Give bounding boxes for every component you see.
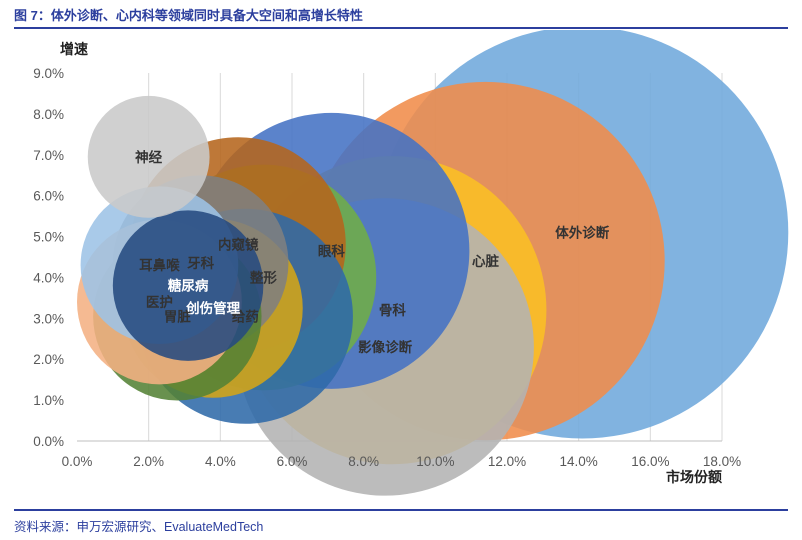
x-tick-label: 10.0% [416, 454, 454, 469]
bubble-label: 心脏 [472, 253, 499, 269]
source-note: 资料来源：申万宏源研究、EvaluateMedTech [14, 520, 264, 534]
bubble [87, 95, 210, 218]
bubble [112, 210, 264, 361]
bubble-label: 牙科 [187, 255, 214, 271]
y-tick-label: 4.0% [33, 270, 64, 285]
bubble-chart: 体外诊断心脏影像诊断骨科眼科整形内窥镜给药创伤管理牙科胃脏糖尿病耳鼻喉医护神经 … [33, 30, 789, 496]
bubble-label: 给药 [232, 308, 259, 324]
y-tick-label: 0.0% [33, 434, 64, 449]
bubble-label: 胃脏 [164, 308, 191, 324]
y-tick-label: 1.0% [33, 393, 64, 408]
y-tick-label: 5.0% [33, 230, 64, 245]
y-tick-label: 2.0% [33, 352, 64, 367]
bubble-label: 骨科 [379, 302, 406, 318]
x-tick-label: 2.0% [133, 454, 164, 469]
bubble-label: 神经 [135, 149, 162, 165]
y-tick-label: 8.0% [33, 107, 64, 122]
y-tick-label: 7.0% [33, 148, 64, 163]
bubble-label: 创伤管理 [185, 300, 240, 316]
bottom-rule [14, 509, 788, 511]
figure-title: 图 7：体外诊断、心内科等领域同时具备大空间和高增长特性 [14, 8, 363, 23]
x-tick-label: 18.0% [703, 454, 741, 469]
x-tick-label: 6.0% [277, 454, 308, 469]
bubble-label: 整形 [250, 269, 277, 285]
bubble-label: 内窥镜 [218, 237, 259, 253]
bubble-label: 医护 [146, 294, 173, 310]
y-tick-labels: 0.0% 1.0% 2.0% 3.0% 4.0% 5.0% 6.0% 7.0% 8.0% 9.0% [33, 66, 64, 449]
y-tick-label: 6.0% [33, 189, 64, 204]
x-axis-label: 市场份额 [666, 469, 722, 485]
top-rule [14, 27, 788, 29]
x-tick-label: 16.0% [631, 454, 669, 469]
y-tick-label: 3.0% [33, 311, 64, 326]
x-tick-label: 0.0% [62, 454, 93, 469]
x-tick-label: 12.0% [488, 454, 526, 469]
y-axis-label: 增速 [60, 41, 88, 57]
bubble-label: 糖尿病 [168, 278, 209, 294]
x-tick-label: 8.0% [348, 454, 379, 469]
y-tick-label: 9.0% [33, 66, 64, 81]
x-tick-label: 14.0% [560, 454, 598, 469]
x-tick-label: 4.0% [205, 454, 236, 469]
x-tick-labels: 0.0% 2.0% 4.0% 6.0% 8.0% 10.0% 12.0% 14.0% 16.0%… [62, 454, 742, 469]
bubble-label: 眼科 [318, 243, 345, 259]
bubble-label: 体外诊断 [555, 224, 609, 240]
bubble-label: 耳鼻喉 [139, 257, 180, 273]
bubble-label: 影像诊断 [358, 339, 412, 355]
